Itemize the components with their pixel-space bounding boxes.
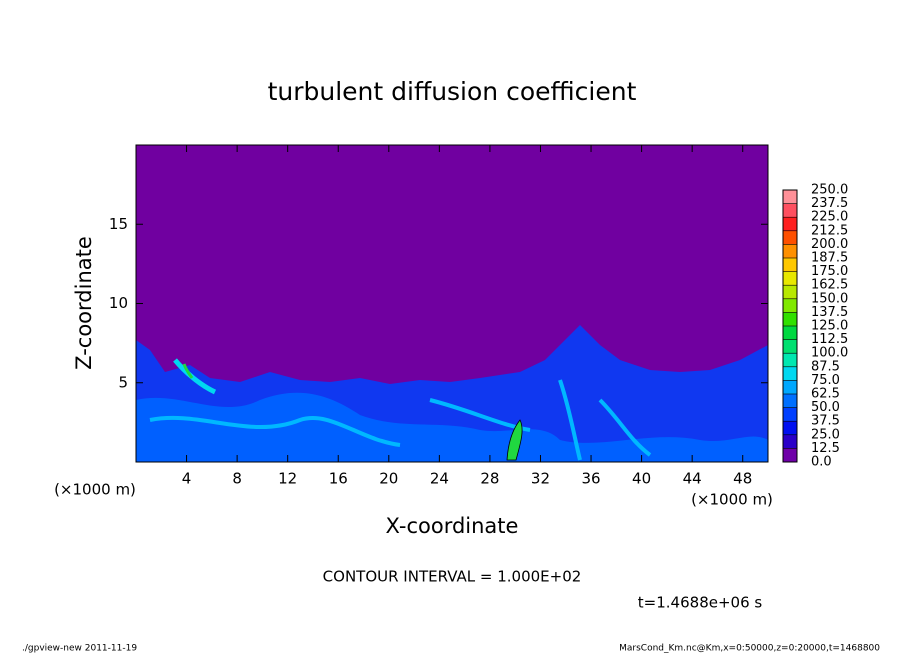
colorbar-label: 87.5 [811,359,840,374]
x-tick-label: 8 [232,470,242,488]
colorbar-label: 200.0 [811,237,848,252]
footer-left: ./gpview-new 2011-11-19 [22,644,137,654]
colorbar-band [783,448,797,462]
x-tick-label: 24 [430,470,449,488]
colorbar-band [783,434,797,449]
colorbar-band [783,217,797,231]
colorbar-band [783,203,797,218]
x-tick-label: 20 [379,470,398,488]
colorbar-band [783,271,797,286]
colorbar-band [783,421,797,435]
y-axis-label: Z-coordinate [72,236,96,370]
field-region [182,363,194,379]
x-tick-label: 44 [683,470,702,488]
colorbar-band [783,366,797,381]
colorbar-band [783,298,797,313]
colorbar-band [783,326,797,340]
colorbar-band [783,285,797,299]
y-tick-label: 10 [109,294,128,312]
time-label: t=1.4688e+06 s [638,594,763,612]
x-unit-label: (×1000 m) [691,491,773,509]
colorbar-label: 75.0 [811,373,840,388]
colorbar-label: 62.5 [811,387,840,402]
colorbar-band [783,258,797,272]
colorbar-label: 212.5 [811,223,848,238]
colorbar-band [783,353,797,367]
y-tick-label: 5 [118,373,128,391]
colorbar-label: 187.5 [811,251,848,266]
colorbar-label: 250.0 [811,183,848,198]
y-tick-label: 15 [109,215,128,233]
colorbar-label: 162.5 [811,278,848,293]
x-axis-label: X-coordinate [386,514,519,538]
colorbar-band [783,244,797,258]
field-region [506,419,523,461]
x-tick-label: 48 [733,470,752,488]
field-region [136,392,768,462]
x-tick-label: 28 [480,470,499,488]
colorbar-label: 100.0 [811,346,848,361]
colorbar-label: 12.5 [811,441,840,456]
colorbar-label: 0.0 [811,455,832,470]
colorbar-band [783,230,797,245]
colorbar-band [783,380,797,394]
x-unit-label: (×1000 m) [54,481,136,499]
x-tick-label: 36 [581,470,600,488]
x-tick-label: 16 [329,470,348,488]
x-tick-label: 12 [278,470,297,488]
colorbar-band [783,190,797,204]
colorbar-label: 137.5 [811,305,848,320]
field-streak [173,358,217,395]
colorbar-label: 50.0 [811,400,840,415]
colorbar-band [783,407,797,422]
colorbar-label: 125.0 [811,319,848,334]
x-tick-label: 4 [182,470,192,488]
colorbar-label: 237.5 [811,196,848,211]
contour-interval: CONTOUR INTERVAL = 1.000E+02 [323,568,582,586]
colorbar-label: 25.0 [811,427,840,442]
colorbar-label: 175.0 [811,264,848,279]
colorbar-band [783,312,797,326]
colorbar-band [783,339,797,354]
colorbar-label: 112.5 [811,332,848,347]
x-tick-label: 32 [531,470,550,488]
field-streak [149,379,652,461]
colorbar-label: 37.5 [811,414,840,429]
field [136,145,768,462]
colorbar-label: 150.0 [811,291,848,306]
chart-title: turbulent diffusion coefficient [268,77,637,106]
footer-right: MarsCond_Km.nc@Km,x=0:50000,z=0:20000,t=… [619,644,880,654]
colorbar-label: 225.0 [811,210,848,225]
x-tick-label: 40 [632,470,651,488]
colorbar-band [783,394,797,408]
